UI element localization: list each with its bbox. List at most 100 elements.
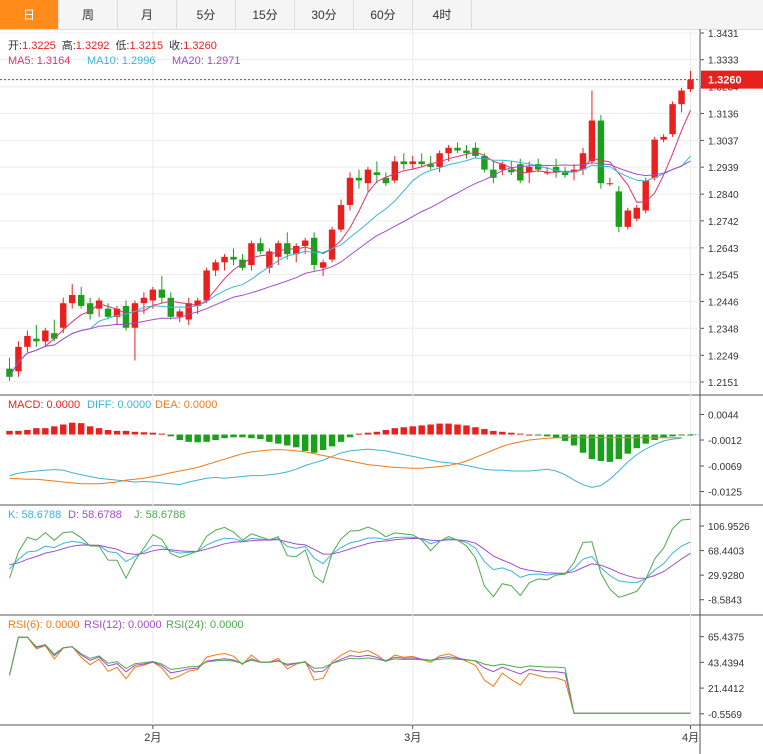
- y-tick-label: 1.3431: [708, 29, 739, 40]
- tab-60min[interactable]: 60分: [354, 0, 413, 29]
- candle-body: [561, 172, 569, 176]
- ma5-label: MA5: 1.3164: [8, 55, 70, 67]
- y-tick-label: -0.5569: [708, 710, 742, 721]
- candle-body: [176, 311, 183, 317]
- dea-line: [9, 436, 682, 485]
- candle: [122, 300, 130, 331]
- candle-body: [248, 243, 255, 266]
- macd-bar: [481, 429, 488, 435]
- candle: [642, 177, 649, 214]
- candle-body: [508, 169, 515, 173]
- candle-body: [543, 172, 551, 174]
- candle: [669, 101, 676, 137]
- tab-spacer: [472, 0, 763, 29]
- candle-body: [221, 256, 228, 263]
- candle-body: [633, 207, 640, 219]
- candle-body: [24, 335, 31, 347]
- macd-bar: [579, 434, 587, 453]
- candle: [51, 319, 58, 342]
- candle: [15, 341, 22, 377]
- rsi24-label: RSI(24): 0.0000: [166, 619, 244, 631]
- candle-body: [328, 229, 336, 260]
- candle-body: [525, 166, 533, 173]
- candle: [615, 185, 623, 233]
- candle-body: [570, 169, 578, 173]
- tab-5min[interactable]: 5分: [177, 0, 236, 29]
- candle: [24, 330, 31, 353]
- macd-bar: [606, 434, 614, 462]
- tab-30min[interactable]: 30分: [295, 0, 354, 29]
- candle: [552, 158, 560, 178]
- macd-bar: [418, 425, 425, 435]
- candle-body: [257, 243, 264, 252]
- low-value: 1.3215: [130, 40, 164, 52]
- tab-15min[interactable]: 15分: [236, 0, 295, 29]
- macd-bar: [678, 434, 685, 436]
- macd-bar: [310, 434, 318, 453]
- candle-body: [33, 338, 40, 342]
- candle: [77, 286, 85, 309]
- candle-body: [86, 303, 94, 315]
- candle: [337, 199, 345, 233]
- y-tick-label: -0.0012: [708, 436, 742, 447]
- macd-bar: [642, 434, 649, 444]
- d-label: D: 58.6788: [68, 509, 122, 521]
- candle: [33, 325, 40, 347]
- candle-body: [579, 153, 587, 170]
- rsi-legend: RSI(6): 0.0000 RSI(12): 0.0000 RSI(24): …: [8, 619, 244, 631]
- candle: [328, 226, 336, 263]
- macd-bar: [140, 432, 148, 435]
- candle-body: [463, 150, 470, 154]
- y-tick-label: 1.2742: [708, 217, 739, 228]
- candle-body: [185, 303, 192, 320]
- macd-bar: [454, 424, 461, 435]
- period-tabs: 日 周 月 5分 15分 30分 60分 4时: [0, 0, 763, 30]
- candle: [364, 166, 372, 192]
- macd-bar: [687, 434, 694, 436]
- macd-bar: [275, 434, 282, 444]
- tab-day[interactable]: 日: [0, 0, 59, 29]
- macd-bar: [203, 434, 210, 442]
- y-tick-label: 1.2840: [708, 190, 739, 201]
- j-line: [9, 518, 691, 598]
- macd-bar: [517, 433, 524, 435]
- macd-bar: [131, 431, 139, 435]
- macd-bar: [176, 434, 183, 441]
- candle: [104, 303, 112, 320]
- candle: [373, 161, 381, 184]
- candle-body: [104, 308, 112, 317]
- candle-body: [266, 251, 273, 268]
- ma-lines: [9, 109, 691, 378]
- candle: [346, 172, 354, 211]
- macd-bar: [427, 424, 434, 435]
- candle: [454, 142, 461, 154]
- price-y-axis: 1.34311.33331.32341.31361.30371.29391.28…: [700, 29, 739, 389]
- rsi6-label: RSI(6): 0.0000: [8, 619, 80, 631]
- macd-bar: [364, 432, 372, 435]
- candle: [221, 254, 228, 271]
- macd-bar: [615, 434, 623, 460]
- candle-body: [391, 161, 399, 181]
- last-price-marker: 1.3260: [0, 70, 763, 89]
- macd-bar: [463, 425, 470, 435]
- candle-body: [113, 308, 121, 317]
- candle-body: [293, 245, 300, 255]
- candle-body: [490, 169, 497, 178]
- candle-body: [669, 104, 676, 135]
- candle-body: [588, 120, 596, 162]
- candle: [293, 243, 300, 263]
- candle: [86, 297, 94, 320]
- macd-bar: [86, 426, 94, 435]
- candle-body: [624, 210, 632, 227]
- candle: [310, 232, 318, 271]
- tab-week[interactable]: 周: [59, 0, 118, 29]
- tab-4hour[interactable]: 4时: [413, 0, 472, 29]
- macd-bar: [624, 434, 632, 454]
- y-tick-label: 1.2446: [708, 298, 739, 309]
- kline-chart[interactable]: 1.34311.33331.32341.31361.30371.29391.28…: [0, 29, 763, 754]
- candle-body: [319, 262, 327, 268]
- tab-month[interactable]: 月: [118, 0, 177, 29]
- candle: [248, 240, 255, 271]
- y-tick-label: 21.4412: [708, 684, 745, 695]
- x-tick-label: 3月: [404, 732, 421, 744]
